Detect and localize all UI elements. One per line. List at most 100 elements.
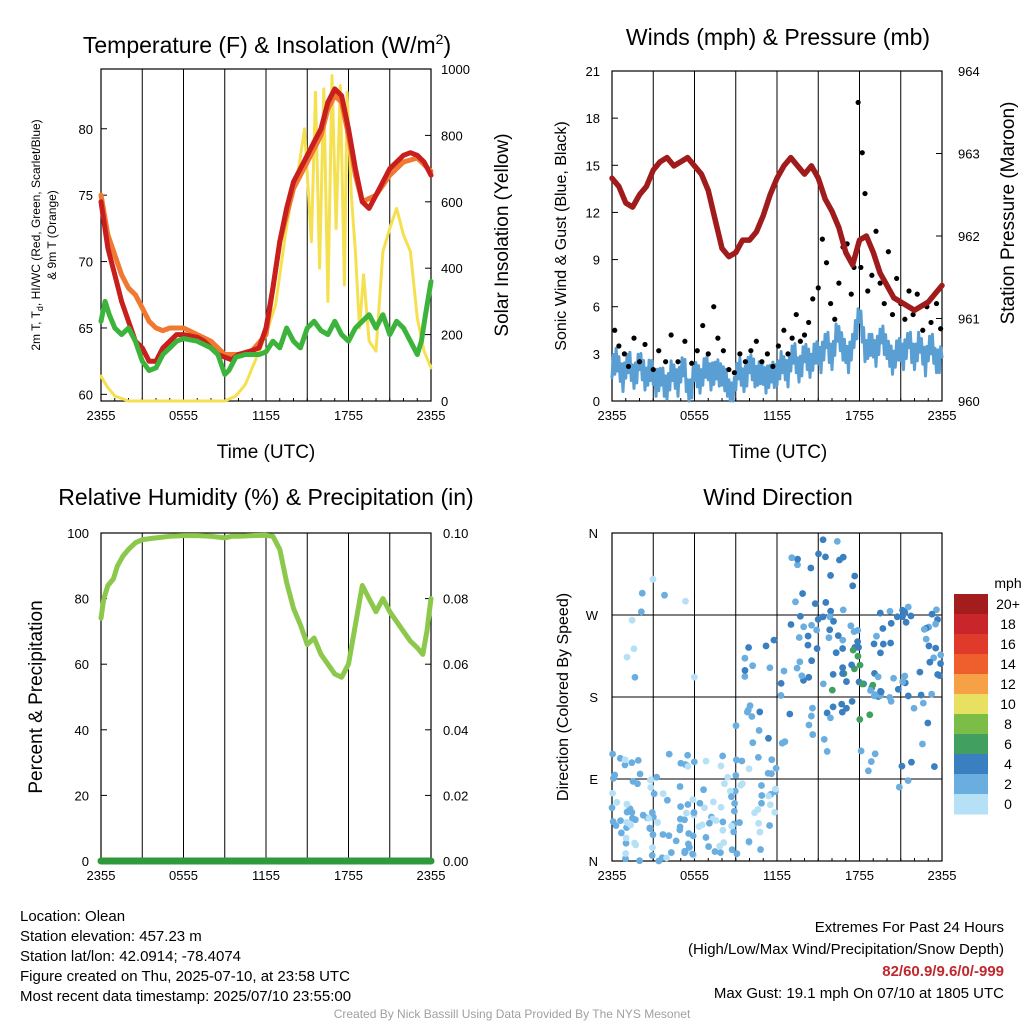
direction-point (732, 756, 740, 764)
direction-point (805, 673, 813, 681)
insolation-ytick-label: 1000 (441, 62, 470, 77)
created-text: Figure created on Thu, 2025-07-10, at 23… (20, 968, 350, 985)
gust-point (775, 343, 781, 349)
direction-point (819, 680, 827, 688)
extremes-subtitle: (High/Low/Max Wind/Precipitation/Snow De… (688, 941, 1004, 958)
max-gust-text: Max Gust: 19.1 mph On 07/10 at 1805 UTC (713, 985, 1004, 1002)
direction-point (777, 679, 785, 687)
direction-point (899, 606, 907, 614)
gust-point (848, 291, 854, 297)
gust-point (806, 319, 812, 326)
direction-point (823, 748, 831, 755)
direction-point (609, 789, 617, 797)
gust-point (910, 311, 916, 318)
direction-point (867, 758, 875, 765)
direction-point (848, 661, 856, 669)
temp-ytick-label: 70 (79, 255, 93, 270)
temp-title-end: ) (443, 32, 451, 58)
gust-point (906, 288, 912, 294)
precip-ytick-label: 0.08 (443, 592, 468, 607)
gust-point (789, 335, 795, 341)
direction-point (745, 765, 753, 773)
pressure-ytick-label: 961 (958, 312, 980, 327)
direction-point (856, 716, 864, 723)
direction-point (684, 762, 692, 770)
direction-point (711, 848, 719, 855)
direction-point (638, 589, 646, 597)
pressure-ytick-label: 964 (958, 64, 980, 79)
rh-xtick-label: 1755 (334, 868, 363, 883)
wind-ytick-label: 9 (593, 253, 600, 268)
direction-point (813, 645, 821, 652)
direction-point (937, 651, 945, 659)
gust-point (711, 304, 717, 310)
direction-point (745, 644, 753, 651)
temp-xlabel: Time (UTC) (217, 442, 316, 463)
direction-point (879, 625, 887, 632)
direction-point (804, 641, 812, 649)
direction-point (877, 649, 884, 657)
dir-ytick-label: N (589, 526, 598, 541)
direction-point (621, 756, 629, 764)
direction-point (815, 550, 822, 558)
direction-point (867, 687, 874, 694)
direction-point (807, 564, 815, 572)
gust-point (689, 360, 695, 366)
temp-ylabel: 2m T, Td, HI/WC (Red, Green, Scarlet/Blu… (29, 119, 45, 350)
direction-point (705, 843, 712, 850)
direction-point (730, 807, 738, 815)
wind-ytick-label: 15 (586, 158, 600, 173)
direction-point (777, 692, 785, 699)
temp-ytick-label: 65 (79, 321, 93, 336)
gust-point (720, 348, 726, 354)
pressure-line (609, 154, 945, 313)
direction-point (762, 642, 770, 650)
direction-point (755, 819, 762, 827)
direction-point (663, 796, 671, 804)
direction-point (932, 644, 940, 652)
direction-point (932, 620, 939, 628)
legend-label: 20+ (996, 596, 1020, 612)
direction-point (917, 691, 925, 699)
insolation-ylabel: Solar Insolation (Yellow) (492, 133, 513, 336)
direction-point (893, 613, 901, 621)
direction-point (854, 652, 862, 660)
rh-ytick-label: 80 (75, 592, 89, 607)
direction-point (646, 824, 654, 832)
dir-xtick-label: 2355 (928, 868, 957, 883)
direction-point (813, 626, 821, 634)
direction-point (628, 616, 636, 624)
direction-point (771, 808, 779, 816)
direction-point (766, 664, 774, 672)
direction-point (819, 613, 827, 621)
direction-point (890, 674, 897, 682)
direction-point (732, 722, 740, 730)
direction-point (766, 822, 774, 829)
gust-point (902, 316, 908, 322)
dir-xtick-label: 0555 (680, 868, 709, 883)
direction-point (622, 850, 630, 857)
direction-point (794, 561, 801, 569)
dir-ylabel: Direction (Colored By Speed) (555, 593, 572, 801)
gust-point (694, 348, 700, 354)
direction-point (730, 828, 738, 836)
direction-point (632, 841, 640, 849)
extremes-panel: Extremes For Past 24 Hours (High/Low/Max… (688, 917, 1004, 1005)
direction-point (793, 664, 801, 672)
direction-point (832, 649, 840, 657)
direction-point (609, 818, 617, 826)
direction-point (827, 714, 834, 722)
direction-point (756, 708, 764, 716)
extremes-title: Extremes For Past 24 Hours (814, 919, 1004, 936)
direction-point (787, 621, 795, 628)
direction-point (631, 816, 639, 824)
temp-ytick-label: 75 (79, 188, 93, 203)
gust-point (748, 348, 754, 354)
direction-point (839, 636, 847, 644)
location-text: Location: Olean (20, 908, 126, 925)
direction-point (825, 634, 833, 642)
dir-xtick-label: 1755 (845, 868, 874, 883)
direction-point (870, 640, 878, 648)
direction-point (719, 752, 727, 760)
direction-point (838, 708, 846, 716)
